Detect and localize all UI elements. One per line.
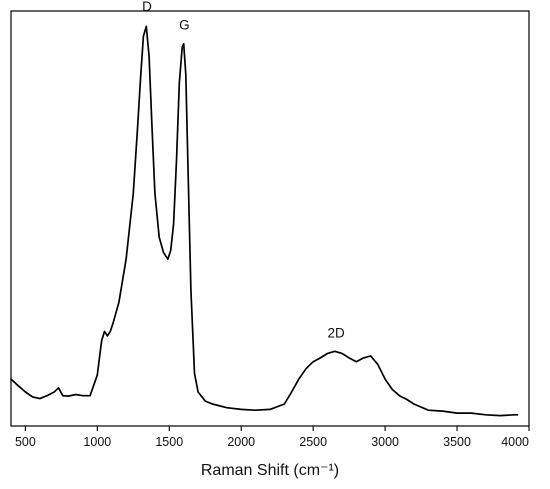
peak-label-g: G (179, 18, 190, 33)
spectrum-line (10, 25, 519, 417)
x-tick-label-1500: 1500 (155, 435, 183, 449)
x-tick-label-4000: 4000 (501, 435, 529, 449)
x-tick-label-500: 500 (15, 435, 36, 449)
x-tick-label-3500: 3500 (443, 435, 471, 449)
plot-frame (10, 10, 530, 427)
peak-label-d: D (142, 0, 152, 14)
peak-annotations: D G 2D (142, 0, 345, 341)
x-axis-title: Raman Shift (cm⁻¹) (201, 462, 339, 479)
peak-label-2d: 2D (328, 326, 346, 341)
x-tick-label-1000: 1000 (83, 435, 111, 449)
x-tick-label-2000: 2000 (227, 435, 255, 449)
x-tick-label-2500: 2500 (299, 435, 327, 449)
x-axis-tick-labels: 500 1000 1500 2000 2500 3000 3500 4000 (15, 435, 529, 449)
x-tick-label-3000: 3000 (371, 435, 399, 449)
x-axis-ticks (24, 426, 530, 431)
